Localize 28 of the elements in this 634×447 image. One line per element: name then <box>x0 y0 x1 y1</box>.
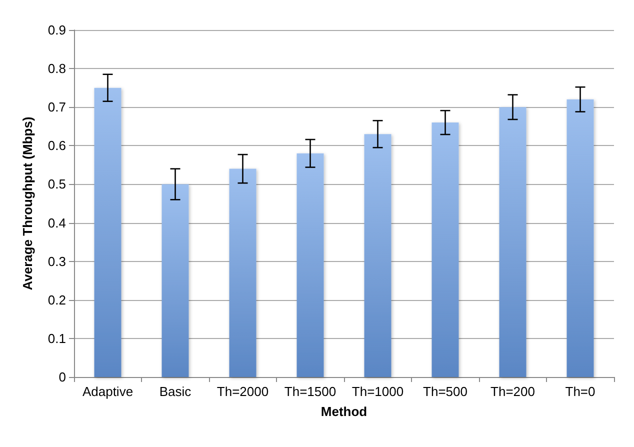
x-tick-label: Adaptive <box>82 384 134 399</box>
y-tick-label: 0.1 <box>48 330 66 346</box>
y-tick-label: 0.9 <box>48 22 66 38</box>
x-tick-label: Basic <box>159 384 192 399</box>
y-tick-label: 0.6 <box>48 138 66 154</box>
bar <box>296 153 324 377</box>
bar <box>94 88 122 377</box>
bar <box>364 134 392 377</box>
x-tick-label: Th=2000 <box>216 384 269 399</box>
y-tick-label: 0.8 <box>48 61 66 76</box>
y-tick-label: 0.3 <box>48 254 66 269</box>
y-axis-title: Average Throughput (Mbps) <box>20 116 35 290</box>
y-tick-label: 0 <box>58 370 66 384</box>
x-axis-title: Method <box>320 404 368 419</box>
y-tick-label: 0.5 <box>48 176 66 192</box>
x-tick-label: Th=1500 <box>284 384 336 399</box>
x-tick-label: Th=200 <box>490 384 535 399</box>
x-tick-label: Th=1000 <box>352 384 404 399</box>
y-tick-label: 0.4 <box>48 215 66 230</box>
x-tick-label: Th=0 <box>565 384 596 399</box>
bar <box>162 184 189 377</box>
bar <box>229 168 256 377</box>
bar <box>499 107 526 377</box>
x-tick-label: Th=500 <box>423 384 468 399</box>
y-tick-label: 0.2 <box>48 292 66 308</box>
bar <box>566 99 594 377</box>
y-tick-label: 0.7 <box>48 100 66 115</box>
bar <box>432 122 459 377</box>
